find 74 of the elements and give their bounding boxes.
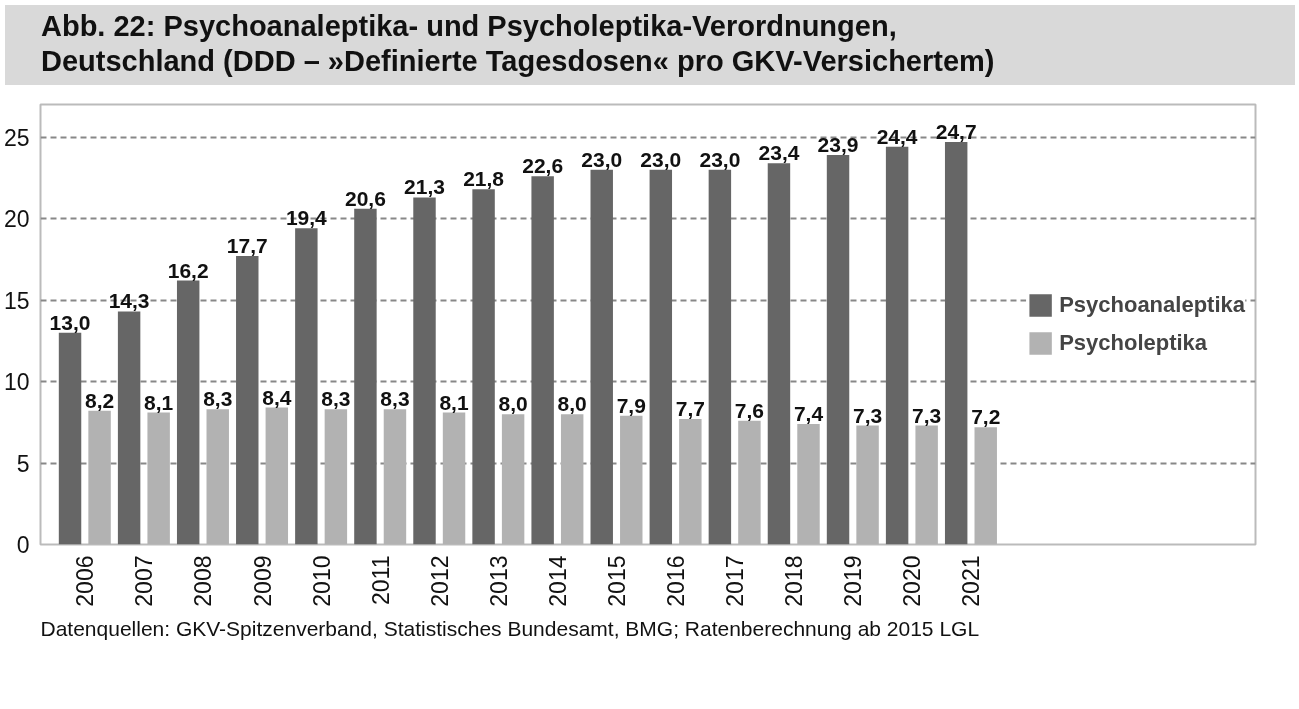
data-label: 8,1 — [144, 390, 174, 414]
bar — [472, 188, 495, 545]
x-tick-label: 2011 — [367, 555, 394, 605]
legend-label: Psycholeptika — [1059, 329, 1208, 356]
data-label: 7,7 — [675, 396, 705, 420]
data-label: 23,9 — [817, 132, 859, 156]
data-label: 8,4 — [262, 385, 292, 409]
bar — [354, 208, 377, 545]
data-label: 21,3 — [404, 174, 445, 198]
x-tick-label: 2020 — [899, 555, 926, 607]
bar — [590, 169, 613, 545]
y-tick-label: 10 — [3, 368, 30, 395]
y-tick-label: 25 — [3, 124, 30, 151]
x-tick-label: 2015 — [604, 555, 630, 607]
data-label: 24,7 — [935, 119, 977, 143]
data-label: 23,0 — [581, 147, 623, 171]
bar — [236, 255, 259, 545]
y-tick-label: 0 — [16, 531, 30, 558]
data-label: 21,8 — [463, 166, 505, 190]
data-label: 14,3 — [108, 289, 150, 313]
bar — [649, 169, 673, 545]
data-label: 8,1 — [439, 390, 469, 414]
chart-title: Abb. 22: Psychoanaleptika- und Psycholeptika-Verordnungen, Deutschland (DDD – »Definierte Tagesdosen« pro GKV-Versichertem) — [41, 9, 996, 79]
data-label: 20,6 — [344, 186, 386, 210]
x-tick-label: 2019 — [840, 555, 867, 607]
bar — [826, 154, 850, 545]
x-tick-label: 2017 — [722, 555, 749, 607]
data-label: 8,0 — [557, 391, 587, 415]
x-tick-label: 2021 — [958, 555, 985, 607]
data-label: 13,0 — [49, 310, 91, 334]
x-tick-label: 2007 — [131, 555, 158, 607]
x-tick-label: 2012 — [426, 555, 453, 607]
data-label: 22,6 — [522, 153, 564, 177]
data-label: 16,2 — [167, 258, 209, 282]
data-label: 8,3 — [380, 386, 410, 410]
bar — [117, 311, 141, 545]
data-label: 23,0 — [699, 147, 741, 171]
y-tick-label: 20 — [3, 205, 30, 232]
bar — [295, 227, 318, 545]
data-label: 7,6 — [734, 398, 765, 422]
x-tick-label: 2018 — [781, 555, 808, 607]
data-label: 23,0 — [640, 147, 682, 171]
data-label: 23,4 — [758, 140, 800, 164]
bar — [708, 169, 732, 545]
x-tick-label: 2014 — [544, 554, 571, 607]
x-tick-label: 2010 — [308, 555, 335, 607]
data-label: 8,3 — [203, 386, 233, 410]
bar — [176, 280, 200, 545]
bar — [531, 175, 554, 545]
data-label: 8,0 — [498, 391, 528, 415]
bar — [413, 196, 436, 545]
data-label: 17,7 — [226, 233, 268, 257]
data-label: 19,4 — [285, 205, 328, 229]
data-label: 8,2 — [84, 388, 115, 412]
x-tick-label: 2006 — [72, 555, 99, 607]
data-label: 8,3 — [321, 386, 351, 410]
bar — [58, 332, 82, 545]
x-tick-label: 2008 — [190, 555, 217, 607]
y-tick-label: 15 — [3, 287, 30, 314]
data-label: 7,4 — [793, 401, 824, 425]
x-tick-label: 2013 — [485, 555, 512, 607]
bar — [885, 146, 909, 545]
text: Datenquellen: GKV-Spitzenverband, Statistisches Bundesamt, BMG; Ratenberechnung ab 2015 LGL — [40, 616, 980, 640]
bar — [944, 141, 968, 545]
data-label: 7,9 — [616, 393, 646, 417]
x-tick-label: 2009 — [249, 555, 276, 607]
bar — [767, 162, 791, 545]
legend-label: Psychoanaleptika — [1059, 291, 1245, 318]
x-tick-label: 2016 — [663, 555, 690, 607]
data-label: 7,3 — [852, 403, 883, 427]
data-label: 7,3 — [912, 403, 942, 427]
data-label: 7,2 — [971, 404, 1001, 428]
y-tick-label: 5 — [16, 450, 30, 477]
data-label: 24,4 — [876, 124, 918, 148]
